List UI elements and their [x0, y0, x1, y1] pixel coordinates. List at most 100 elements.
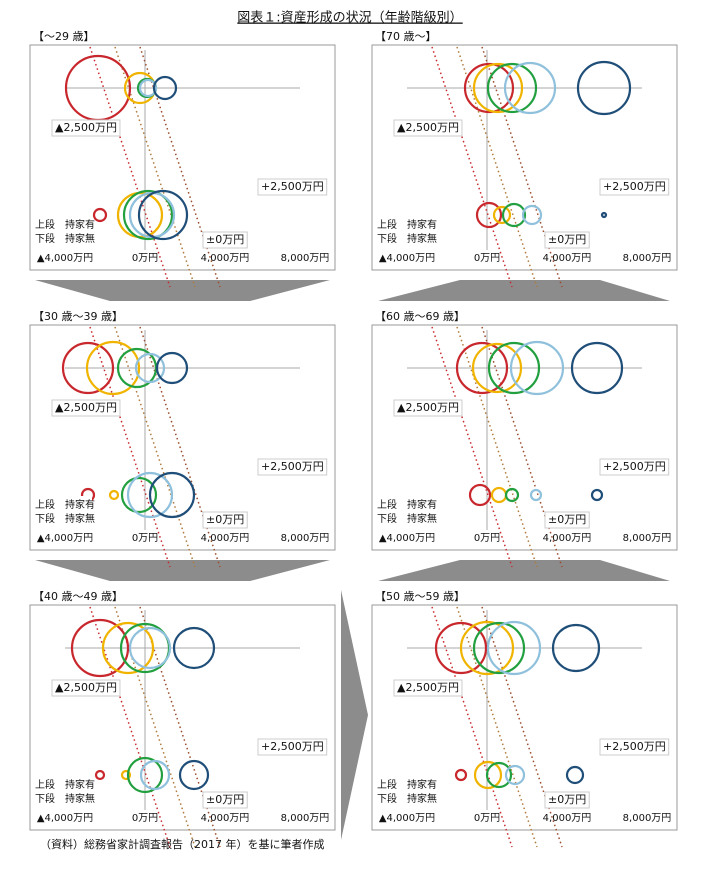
- x-tick-label: 8,000万円: [281, 253, 330, 264]
- panel-title: 【40 歳～49 歳】: [33, 590, 123, 603]
- bubble: [138, 78, 158, 98]
- iso-line: [481, 46, 563, 288]
- legend-box: [32, 496, 92, 528]
- iso-line: [456, 326, 538, 568]
- iso-label: ▲2,500万円: [55, 681, 117, 694]
- iso-label: +2,500万円: [603, 180, 666, 193]
- bubble: [504, 487, 520, 503]
- label-box: [202, 791, 248, 809]
- arrow-right: [341, 590, 368, 840]
- bubble: [155, 351, 189, 385]
- x-tick-label: ▲4,000万円: [37, 813, 93, 824]
- bubble: [551, 623, 601, 673]
- bubble: [529, 488, 543, 502]
- panel-title: 【30 歳～39 歳】: [33, 310, 123, 323]
- row-label: 下段 持家無: [377, 232, 437, 245]
- legend-box: [32, 216, 92, 248]
- iso-line: [456, 606, 538, 848]
- label-box: [393, 119, 463, 137]
- x-tick-label: 4,000万円: [543, 253, 592, 264]
- panel-title: 【60 歳～69 歳】: [375, 310, 465, 323]
- row-label: 上段 持家有: [35, 218, 95, 231]
- label-box: [202, 231, 248, 249]
- row-label: 上段 持家有: [377, 778, 437, 791]
- figure-title: 図表１:資産形成の状況（年齢階級別）: [237, 10, 462, 26]
- iso-line: [481, 606, 563, 848]
- bubble: [455, 341, 509, 395]
- x-tick-label: 4,000万円: [201, 253, 250, 264]
- iso-label: ▲2,500万円: [55, 121, 117, 134]
- iso-line: [456, 46, 538, 288]
- bubble: [492, 205, 512, 225]
- row-label: 上段 持家有: [377, 218, 437, 231]
- bubble: [472, 621, 526, 675]
- label-box: [51, 399, 121, 417]
- bubble: [126, 756, 164, 794]
- iso-label: ±0万円: [548, 513, 586, 526]
- x-tick-label: 8,000万円: [623, 813, 672, 824]
- bubble: [486, 62, 538, 114]
- bubble: [120, 476, 158, 514]
- x-tick-label: 0万円: [474, 813, 500, 824]
- bubble: [501, 202, 527, 228]
- iso-line: [89, 46, 171, 288]
- label-box: [51, 119, 121, 137]
- iso-label: ±0万円: [206, 793, 244, 806]
- iso-label: ▲2,500万円: [397, 401, 459, 414]
- iso-label: +2,500万円: [261, 740, 324, 753]
- bubble: [487, 341, 541, 395]
- row-label: 下段 持家無: [377, 512, 437, 525]
- x-tick-label: 8,000万円: [281, 533, 330, 544]
- iso-line: [89, 606, 171, 848]
- bubble: [122, 189, 174, 241]
- bubble: [108, 489, 120, 501]
- label-box: [599, 738, 670, 756]
- bubble: [152, 75, 178, 101]
- bubble: [473, 760, 503, 790]
- bubble: [94, 769, 106, 781]
- iso-line: [481, 326, 563, 568]
- bubble: [70, 618, 130, 678]
- panel-title: 【50 歳～59 歳】: [375, 590, 465, 603]
- x-tick-label: 4,000万円: [543, 533, 592, 544]
- iso-line: [431, 46, 513, 288]
- bubble: [565, 765, 585, 785]
- row-label: 上段 持家有: [377, 498, 437, 511]
- iso-label: ▲2,500万円: [397, 121, 459, 134]
- iso-line: [89, 326, 171, 568]
- bubble: [454, 768, 468, 782]
- iso-label: ±0万円: [548, 233, 586, 246]
- bubble: [503, 61, 557, 115]
- bubble: [120, 769, 132, 781]
- x-tick-label: ▲4,000万円: [379, 253, 435, 264]
- bubble: [576, 60, 632, 116]
- x-tick-label: ▲4,000万円: [37, 533, 93, 544]
- iso-line: [114, 46, 196, 288]
- x-tick-label: 0万円: [132, 533, 158, 544]
- source-note: （資料）総務省家計調査報告（2017 年）を基に筆者作成: [40, 837, 325, 851]
- x-tick-label: ▲4,000万円: [379, 533, 435, 544]
- x-tick-label: 4,000万円: [543, 813, 592, 824]
- iso-line: [431, 606, 513, 848]
- x-tick-label: 0万円: [132, 253, 158, 264]
- iso-label: ±0万円: [206, 233, 244, 246]
- bubble: [475, 201, 503, 229]
- x-tick-label: 0万円: [474, 533, 500, 544]
- label-box: [51, 679, 121, 697]
- arrow-up: [378, 280, 670, 301]
- bubble: [434, 621, 488, 675]
- bubble: [504, 764, 526, 786]
- label-box: [202, 511, 248, 529]
- row-label: 下段 持家無: [35, 512, 95, 525]
- bubble: [472, 62, 524, 114]
- bubble: [570, 341, 624, 395]
- x-tick-label: ▲4,000万円: [379, 813, 435, 824]
- legend-box: [374, 216, 434, 248]
- iso-label: ±0万円: [548, 793, 586, 806]
- iso-line: [114, 326, 196, 568]
- x-tick-label: 8,000万円: [281, 813, 330, 824]
- arrow-up: [378, 560, 670, 581]
- x-tick-label: 4,000万円: [201, 813, 250, 824]
- bubble: [101, 621, 155, 675]
